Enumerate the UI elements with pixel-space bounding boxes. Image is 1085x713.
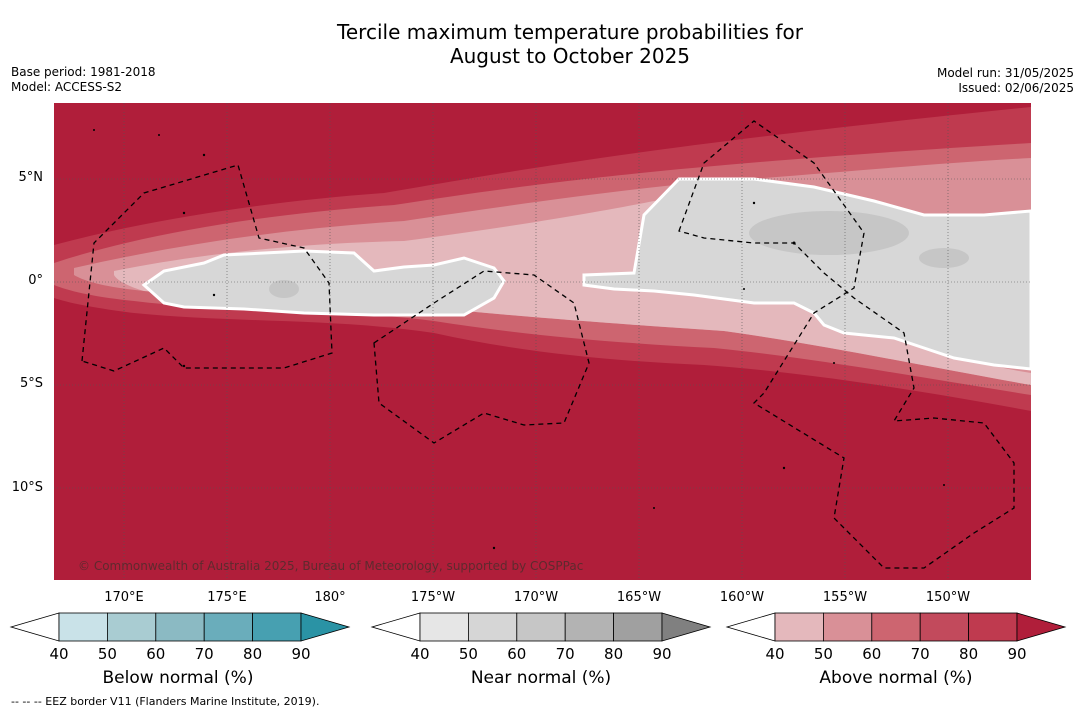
- colorbar-segment: [564, 612, 615, 642]
- probability-map: [54, 103, 1031, 580]
- below-normal-title: Below normal (%): [102, 668, 254, 688]
- colorbar-segment: [613, 612, 663, 642]
- copyright-notice: © Commonwealth of Australia 2025, Bureau…: [78, 559, 584, 573]
- colorbar-tick-label: 90: [652, 645, 671, 663]
- colorbar-extend-high: [300, 612, 351, 642]
- eez-borders: [81, 120, 1015, 569]
- colorbar-segment: [919, 612, 970, 642]
- colorbar-extend-low: [9, 612, 60, 642]
- colorbar-tick-label: 60: [507, 645, 526, 663]
- title-line-2: August to October 2025: [449, 44, 691, 68]
- lon-label-160w: 160°W: [719, 590, 765, 605]
- colorbar-extend-high: [661, 612, 712, 642]
- lon-label-175e: 175°E: [207, 590, 247, 605]
- colorbar-tick-label: 40: [49, 645, 68, 663]
- lat-label-5s: 5°S: [19, 376, 43, 391]
- colorbar-tick-label: 80: [243, 645, 262, 663]
- colorbar-segment: [419, 612, 469, 642]
- near-normal-east-zone: [582, 177, 1031, 371]
- colorbar-extend-low: [725, 612, 776, 642]
- near-normal-title: Near normal (%): [470, 668, 612, 688]
- colorbars: 40 50 60 70 80 90 40 50 60 70 80 90 40 50 60 70 80 90: [9, 612, 1067, 663]
- colorbar-segment: [823, 612, 873, 642]
- colorbar-segment: [467, 612, 518, 642]
- lat-label-10s: 10°S: [11, 480, 43, 495]
- lon-label-170e: 170°E: [104, 590, 144, 605]
- colorbar-tick-label: 50: [459, 645, 478, 663]
- colorbar-tick-label: 70: [911, 645, 930, 663]
- lon-label-170w: 170°W: [513, 590, 559, 605]
- colorbar-tick-label: 60: [862, 645, 881, 663]
- lon-label-155w: 155°W: [822, 590, 868, 605]
- near-70-blob: [749, 211, 909, 255]
- near-normal-west-zone: [141, 249, 506, 317]
- lon-label-175w: 175°W: [410, 590, 456, 605]
- model-name: Model: ACCESS-S2: [11, 80, 123, 94]
- colorbar-segment: [774, 612, 824, 642]
- colorbar-segment: [871, 612, 921, 642]
- above-normal-title: Above normal (%): [819, 668, 973, 688]
- colorbar-tick-label: 40: [765, 645, 784, 663]
- colorbar-extend-high: [1016, 612, 1067, 642]
- lat-label-0: 0°: [28, 273, 43, 288]
- chart-title: Tercile maximum temperature probabilitie…: [0, 20, 1085, 68]
- eez-footnote: -- -- -- EEZ border V11 (Flanders Marine…: [11, 695, 320, 708]
- colorbar-1: 40 50 60 70 80 90: [370, 612, 712, 663]
- colorbar-extend-low: [370, 612, 421, 642]
- colorbar-2: 40 50 60 70 80 90: [725, 612, 1067, 663]
- near-70-blob-west: [269, 280, 299, 298]
- colorbar-0: 40 50 60 70 80 90: [9, 612, 351, 663]
- lon-label-165w: 165°W: [616, 590, 662, 605]
- near-70-blob-small: [919, 248, 969, 268]
- colorbar-segment: [107, 612, 157, 642]
- colorbar-segment: [252, 612, 302, 642]
- colorbar-segment: [155, 612, 205, 642]
- colorbar-segment: [968, 612, 1018, 642]
- colorbar-tick-label: 80: [959, 645, 978, 663]
- colorbar-tick-label: 50: [814, 645, 833, 663]
- colorbar-tick-label: 80: [604, 645, 623, 663]
- grid-lines: [54, 103, 1031, 580]
- left-meta: Base period: 1981-2018 Model: ACCESS-S2: [11, 65, 156, 95]
- issued-date: Issued: 02/06/2025: [958, 81, 1074, 95]
- lat-label-5n: 5°N: [18, 170, 44, 185]
- colorbar-segment: [58, 612, 108, 642]
- colorbar-tick-label: 50: [98, 645, 117, 663]
- colorbar-segment: [516, 612, 566, 642]
- title-line-1: Tercile maximum temperature probabilitie…: [337, 20, 803, 44]
- colorbar-tick-label: 70: [195, 645, 214, 663]
- lon-label-180: 180°: [314, 590, 346, 605]
- colorbar-tick-label: 90: [1007, 645, 1026, 663]
- colorbar-tick-label: 70: [556, 645, 575, 663]
- colorbar-tick-label: 40: [410, 645, 429, 663]
- model-run: Model run: 31/05/2025: [936, 66, 1074, 80]
- lon-label-150w: 150°W: [925, 590, 971, 605]
- right-meta: Model run: 31/05/2025 Issued: 02/06/2025: [937, 66, 1074, 96]
- colorbar-tick-label: 90: [291, 645, 310, 663]
- colorbar-tick-label: 60: [146, 645, 165, 663]
- base-period: Base period: 1981-2018: [11, 65, 156, 79]
- islands: [93, 129, 945, 550]
- colorbar-segment: [203, 612, 253, 642]
